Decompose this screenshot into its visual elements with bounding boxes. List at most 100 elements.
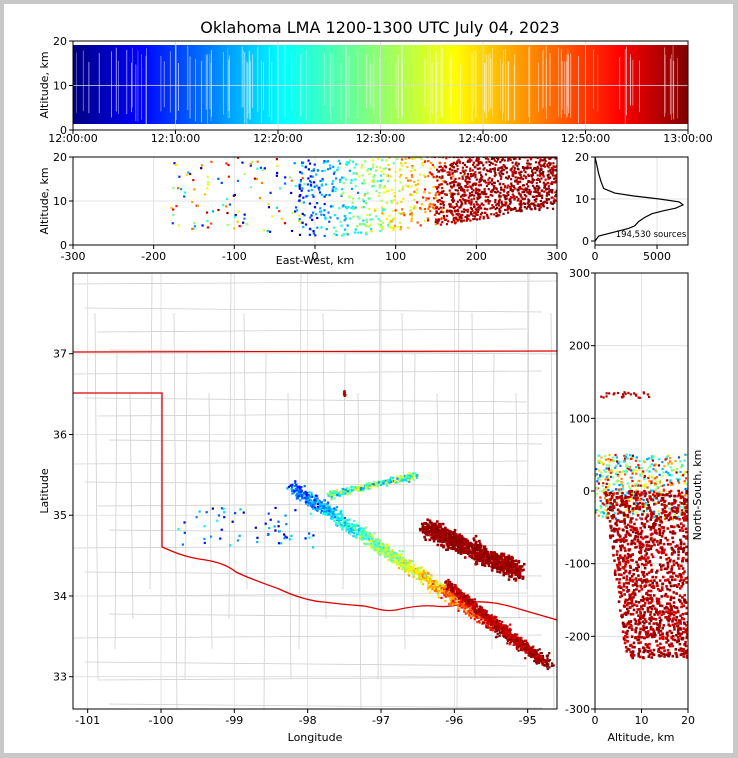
map-source: [482, 563, 486, 566]
east-west-source: [543, 165, 547, 168]
east-west-source: [454, 180, 457, 184]
east-west-source: [466, 208, 469, 211]
east-west-source: [443, 162, 447, 165]
east-west-source: [456, 167, 459, 171]
map-source: [223, 511, 226, 514]
east-west-source: [443, 169, 446, 172]
east-west-source: [549, 157, 552, 159]
east-west-source: [324, 217, 327, 221]
east-west-source: [370, 180, 374, 183]
east-west-source: [196, 204, 199, 208]
map-source: [435, 534, 439, 538]
map-source: [431, 586, 434, 589]
east-west-source: [551, 207, 555, 210]
map-source: [541, 656, 545, 660]
map-source: [324, 508, 327, 511]
map-source: [437, 532, 440, 536]
east-west-source: [458, 198, 461, 202]
east-west-source: [298, 185, 301, 188]
east-west-source: [470, 186, 473, 189]
east-west-source: [419, 157, 422, 159]
map-source: [440, 535, 443, 539]
map-source: [290, 534, 293, 537]
map-source: [408, 566, 411, 569]
east-west-source: [461, 169, 464, 172]
east-west-source: [484, 195, 487, 198]
map-source: [377, 541, 381, 545]
east-west-xtick-label: 0: [312, 250, 319, 263]
map-source: [426, 524, 430, 528]
east-west-source: [506, 211, 510, 214]
east-west-source: [479, 174, 483, 177]
east-west-source: [449, 191, 452, 195]
east-west-source: [225, 162, 228, 165]
east-west-source: [428, 191, 431, 195]
east-west-source: [467, 157, 471, 159]
east-west-source: [331, 180, 335, 183]
east-west-source: [503, 159, 506, 162]
east-west-source: [500, 200, 503, 203]
east-west-source: [511, 193, 514, 196]
map-source: [423, 531, 427, 534]
east-west-source: [513, 187, 517, 190]
map-source: [389, 556, 392, 559]
map-source: [445, 587, 448, 591]
source-count-annotation: 194,530 sources: [616, 230, 687, 240]
east-west-source: [525, 195, 528, 198]
east-west-source: [283, 222, 287, 225]
east-west-source: [447, 173, 450, 177]
east-west-source: [299, 171, 302, 174]
map-source: [470, 551, 474, 555]
east-west-source: [509, 201, 512, 204]
east-west-source: [484, 157, 488, 160]
map-source: [502, 566, 505, 570]
map-source: [387, 549, 390, 553]
map-source: [499, 628, 502, 631]
east-west-source: [311, 194, 314, 197]
east-west-source: [399, 181, 402, 184]
east-west-source: [396, 202, 399, 205]
east-west-source: [345, 207, 348, 210]
east-west-source: [225, 205, 228, 208]
east-west-source: [498, 194, 501, 197]
east-west-source: [309, 183, 313, 187]
east-west-source: [477, 184, 481, 187]
map-source: [505, 631, 508, 634]
map-source: [504, 624, 507, 627]
map-source: [316, 505, 320, 508]
east-west-source: [461, 177, 464, 180]
east-west-source: [509, 187, 512, 191]
map-source: [443, 594, 446, 597]
map-source: [515, 638, 518, 641]
east-west-source: [469, 211, 473, 214]
map-source: [358, 532, 361, 536]
east-west-source: [308, 233, 312, 236]
map-source: [304, 495, 308, 499]
east-west-source: [299, 193, 302, 197]
east-west-source: [206, 175, 209, 178]
east-west-source: [430, 173, 434, 176]
map-source: [343, 516, 346, 520]
east-west-source: [468, 185, 471, 188]
map-source: [468, 550, 472, 553]
map-source: [533, 657, 537, 660]
east-west-source: [530, 170, 534, 173]
east-west-source: [192, 227, 195, 230]
east-west-source: [524, 166, 527, 169]
east-west-source: [362, 223, 365, 226]
east-west-source: [426, 217, 429, 220]
east-west-source: [312, 230, 315, 233]
east-west-source: [482, 157, 485, 159]
map-source: [440, 588, 444, 591]
east-west-source: [307, 177, 310, 180]
east-west-source: [378, 186, 381, 189]
map-source: [507, 570, 510, 573]
east-west-source: [318, 186, 321, 189]
east-west-source: [298, 199, 301, 202]
map-source: [374, 549, 377, 552]
east-west-source: [541, 202, 545, 205]
east-west-source: [486, 215, 489, 218]
east-west-source: [371, 159, 375, 162]
east-west-source: [544, 159, 547, 163]
east-west-source: [431, 163, 434, 167]
